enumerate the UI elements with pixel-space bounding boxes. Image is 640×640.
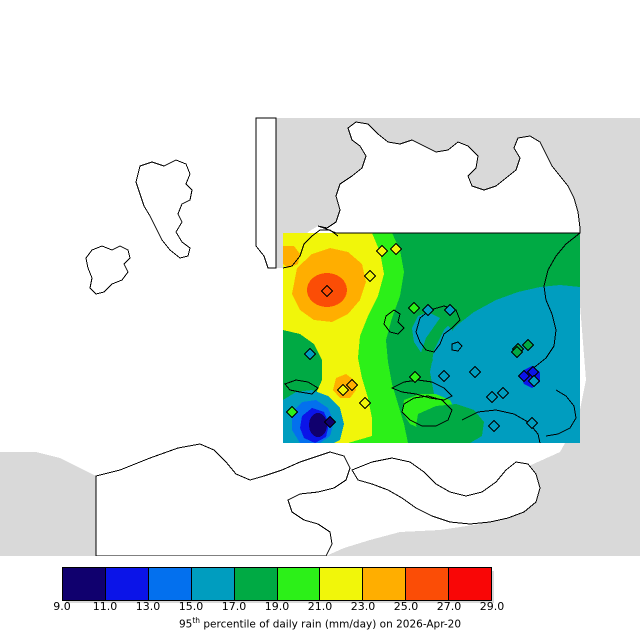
station-markers <box>285 242 541 433</box>
station-marker[interactable] <box>517 369 531 383</box>
colorbar-segment-0[interactable] <box>63 568 106 600</box>
coastline-peninsula-south <box>401 395 453 427</box>
island-southwest <box>85 245 131 295</box>
land-northwest-peninsula <box>255 117 277 269</box>
island-speck <box>451 341 463 352</box>
station-marker[interactable] <box>408 370 422 384</box>
coastline-west <box>282 229 339 269</box>
colorbar-tick-23.0: 23.0 <box>350 600 376 613</box>
colorbar-tick-labels: 9.0 11.0 13.0 15.0 17.0 19.0 21.0 23.0 25.0 27.0 2… <box>0 600 640 616</box>
land-south-east <box>351 457 541 525</box>
colorbar-segment-2[interactable] <box>148 568 192 600</box>
caption-ordinal: th <box>192 616 201 625</box>
colorbar-tick-19.0: 19.0 <box>264 600 290 613</box>
map-canvas <box>0 117 640 556</box>
colorbar-segment-4[interactable] <box>234 568 278 600</box>
sea-east <box>520 228 640 556</box>
island-north <box>135 159 193 259</box>
sea-northeast <box>276 118 640 268</box>
coastline-east <box>527 232 581 373</box>
coastlines <box>282 229 581 444</box>
station-marker[interactable] <box>336 383 350 397</box>
station-marker[interactable] <box>345 378 359 392</box>
colorbar-tick-21.0: 21.0 <box>307 600 333 613</box>
station-marker[interactable] <box>521 338 535 352</box>
contour-band-10-south <box>309 413 327 437</box>
colorbar-segment-3[interactable] <box>191 568 235 600</box>
colorbar-segment-6[interactable] <box>320 568 364 600</box>
map-graphic <box>0 117 640 556</box>
station-marker[interactable] <box>285 405 299 419</box>
colorbar-tick-11.0: 11.0 <box>92 600 118 613</box>
caption-value: 95 <box>178 618 193 631</box>
coastline-southeast-shore <box>461 409 541 444</box>
colorbar-segment-9[interactable] <box>449 568 492 600</box>
station-marker[interactable] <box>510 345 524 359</box>
contour-band-18-peninsula <box>416 404 484 443</box>
colorbar-tick-9.0: 9.0 <box>53 600 71 613</box>
station-marker[interactable] <box>487 419 501 433</box>
colorbar-tick-13.0: 13.0 <box>135 600 161 613</box>
colorbar-tick-29.0: 29.0 <box>479 600 505 613</box>
colorbar-tick-17.0: 17.0 <box>221 600 247 613</box>
station-marker[interactable] <box>389 242 403 256</box>
station-marker[interactable] <box>323 415 337 429</box>
land-south <box>95 443 351 556</box>
island-interior-east <box>415 305 461 353</box>
colorbar-caption: 95th percentile of daily rain (mm/day) o… <box>0 616 640 631</box>
contour-field <box>283 233 580 443</box>
colorbar-segment-7[interactable] <box>363 568 407 600</box>
land-regions <box>85 117 581 556</box>
station-marker[interactable] <box>320 284 334 298</box>
contour-band-16-east <box>428 285 580 443</box>
station-marker[interactable] <box>363 269 377 283</box>
colorbar: 9.0 11.0 13.0 15.0 17.0 19.0 21.0 23.0 25.0 27.0 2… <box>0 556 640 640</box>
station-marker[interactable] <box>358 396 372 410</box>
coastline-east-inlet <box>545 389 577 437</box>
island-small-centre <box>383 309 405 335</box>
sea-far-south <box>326 496 640 556</box>
lagoon-west <box>284 379 319 395</box>
colorbar-tick-27.0: 27.0 <box>436 600 462 613</box>
caption-text: percentile of daily rain (mm/day) on 202… <box>200 618 462 631</box>
land-central-north <box>317 121 581 234</box>
station-marker[interactable] <box>375 244 389 258</box>
colorbar-strip[interactable] <box>62 567 492 601</box>
station-marker[interactable] <box>303 347 317 361</box>
station-marker[interactable] <box>527 374 541 388</box>
station-marker[interactable] <box>437 369 451 383</box>
colorbar-tick-15.0: 15.0 <box>178 600 204 613</box>
station-marker[interactable] <box>496 386 510 400</box>
colorbar-segment-5[interactable] <box>277 568 321 600</box>
station-marker[interactable] <box>421 303 435 317</box>
station-marker[interactable] <box>443 303 457 317</box>
station-marker[interactable] <box>525 416 539 430</box>
station-marker[interactable] <box>407 301 421 315</box>
colorbar-segment-1[interactable] <box>105 568 149 600</box>
contour-band-24-edge <box>283 246 300 268</box>
colorbar-segment-8[interactable] <box>406 568 450 600</box>
station-marker[interactable] <box>485 390 499 404</box>
station-marker[interactable] <box>468 365 482 379</box>
colorbar-tick-25.0: 25.0 <box>393 600 419 613</box>
